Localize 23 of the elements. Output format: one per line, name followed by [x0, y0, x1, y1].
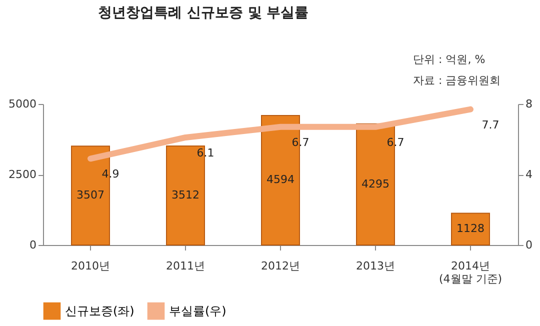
legend-label: 신규보증(좌) — [65, 304, 134, 318]
x-tick-label: 2012년 — [261, 260, 300, 272]
y2-tick-label: 0 — [526, 238, 532, 252]
data-label: 1128 — [456, 222, 484, 236]
data-label: 3507 — [76, 188, 104, 202]
bar — [451, 212, 490, 246]
y-tick-label: 5000 — [8, 98, 36, 110]
data-label: 4594 — [266, 173, 294, 186]
data-label: 3512 — [172, 188, 200, 202]
y2-tick-label: 4 — [526, 168, 532, 181]
legend-label: 부실률(우) — [169, 304, 226, 318]
x-tick-label: 2011년 — [166, 260, 205, 272]
text: 단위 : 억원, % — [413, 53, 486, 66]
x-tick-label: 2013년 — [356, 260, 395, 272]
text: 자료 : 금융위원회 — [413, 74, 501, 87]
x-tick-label: 2014년 (4월말 기준) — [438, 260, 502, 286]
x-tick-label: 2010년 — [71, 260, 110, 272]
data-label: 4295 — [362, 177, 390, 190]
y2-tick-label: 8 — [526, 98, 532, 110]
data-label: 7.7 — [482, 118, 500, 132]
chart-title: 청년창업특례 신규보증 및 부실률 — [98, 5, 309, 21]
y-tick-label: 2500 — [8, 168, 36, 181]
y-tick-label: 0 — [30, 238, 36, 252]
